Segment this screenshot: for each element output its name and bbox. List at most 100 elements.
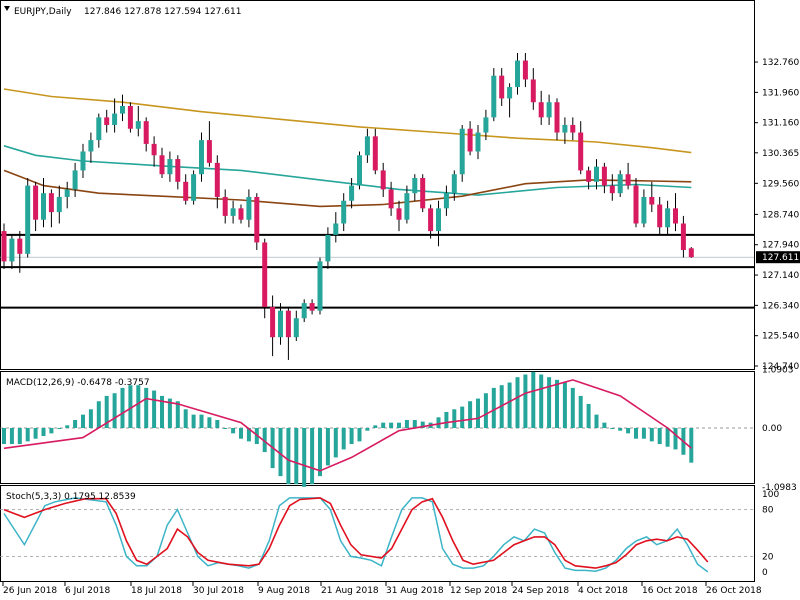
stoch-tick-label: 100 xyxy=(762,490,779,500)
candle-body xyxy=(554,102,560,133)
candle-body xyxy=(578,132,584,171)
macd-histogram-bar xyxy=(25,428,30,442)
candle-body xyxy=(64,189,70,197)
macd-tick-label: 0.00 xyxy=(762,424,782,434)
candle-body xyxy=(151,143,157,156)
candle-body xyxy=(301,303,307,319)
candle-body xyxy=(104,117,110,125)
price-tick-label: 125.540 xyxy=(762,332,799,342)
candle-body xyxy=(214,162,220,197)
x-tick-label: 26 Oct 2018 xyxy=(706,586,762,596)
candle-body xyxy=(530,79,536,103)
candle-body xyxy=(317,261,323,311)
candle-body xyxy=(33,185,39,220)
macd-histogram-bar xyxy=(507,382,512,428)
macd-histogram-bar xyxy=(420,421,425,428)
macd-histogram-bar xyxy=(562,382,567,428)
macd-histogram-bar xyxy=(262,428,267,453)
macd-histogram-bar xyxy=(412,419,417,428)
macd-plot xyxy=(0,371,754,487)
macd-panel-frame xyxy=(0,371,755,484)
x-tick-label: 12 Sep 2018 xyxy=(450,586,507,596)
candle-body xyxy=(388,189,394,209)
symbol-label: EURJPY,Daily xyxy=(14,7,72,17)
macd-histogram-bar xyxy=(349,428,354,445)
macd-histogram-bar xyxy=(215,419,220,428)
x-tick-label: 9 Aug 2018 xyxy=(258,586,310,596)
macd-histogram-bar xyxy=(136,385,141,428)
candle-body xyxy=(428,208,434,232)
macd-histogram-bar xyxy=(57,428,62,429)
current-price-box: 127.611 xyxy=(756,251,800,264)
stoch-panel-frame xyxy=(0,485,755,582)
candle-body xyxy=(1,231,7,262)
macd-histogram-bar xyxy=(9,428,14,445)
price-tick-label: 128.740 xyxy=(762,210,799,220)
macd-histogram-bar xyxy=(602,422,607,428)
candle-body xyxy=(483,117,489,133)
macd-histogram-bar xyxy=(318,428,322,477)
candle-body xyxy=(238,208,244,220)
candle-body xyxy=(120,106,125,114)
macd-histogram-bar xyxy=(223,428,228,429)
candle-body xyxy=(48,193,54,213)
candle-body xyxy=(625,174,631,186)
candle-body xyxy=(325,234,331,262)
macd-histogram-bar xyxy=(515,377,520,428)
candle-body xyxy=(206,140,212,163)
candle-body xyxy=(159,155,165,175)
candle-body xyxy=(88,140,94,152)
macd-histogram-bar xyxy=(689,428,694,463)
macd-histogram-bar xyxy=(373,425,378,428)
candle-body xyxy=(72,170,78,190)
candle-body xyxy=(688,248,694,258)
candle-body xyxy=(657,204,663,228)
candle-body xyxy=(570,124,576,133)
macd-histogram-bar xyxy=(365,428,370,431)
frames xyxy=(0,0,755,582)
macd-histogram-bar xyxy=(594,414,599,428)
candle-body xyxy=(309,303,315,311)
macd-histogram-bar xyxy=(491,387,496,428)
candle-body xyxy=(404,193,410,220)
candle-body xyxy=(9,238,15,262)
candle-body xyxy=(443,193,449,209)
moving-average-line xyxy=(3,88,692,154)
macd-histogram-bar xyxy=(183,409,188,428)
macd-histogram-bar xyxy=(73,419,78,428)
candle-body xyxy=(372,136,378,171)
macd-tick-label: -1.0983 xyxy=(762,483,797,493)
macd-histogram-bar xyxy=(175,401,180,428)
macd-histogram-bar xyxy=(294,428,299,485)
candle-body xyxy=(341,200,347,224)
candle-body xyxy=(246,196,252,220)
macd-histogram-bar xyxy=(96,401,101,428)
candle-body xyxy=(175,159,181,182)
stoch-signal-line xyxy=(3,497,709,569)
price-tick-label: 127.940 xyxy=(762,241,799,251)
macd-histogram-bar xyxy=(333,428,338,458)
macd-histogram-bar xyxy=(160,395,164,428)
macd-histogram-bar xyxy=(207,417,212,428)
candle-body xyxy=(633,185,639,224)
macd-histogram-bar xyxy=(2,428,6,445)
price-tick-label: 124.740 xyxy=(762,362,799,372)
candle-body xyxy=(199,140,204,175)
moving-average-line xyxy=(3,145,692,196)
macd-histogram-bar xyxy=(191,414,196,428)
price-tick-label: 131.960 xyxy=(762,88,799,98)
candle-body xyxy=(412,178,418,194)
stoch-tick-label: 0 xyxy=(762,568,768,578)
macd-histogram-bar xyxy=(49,428,54,434)
price-panel-frame xyxy=(0,0,755,370)
x-tick-label: 26 Jun 2018 xyxy=(3,586,57,596)
candle-body xyxy=(262,242,268,307)
macd-histogram-bar xyxy=(539,374,544,428)
macd-histogram-bar xyxy=(199,414,204,428)
candle-body xyxy=(285,310,291,338)
dropdown-arrow-icon[interactable] xyxy=(4,6,10,11)
macd-histogram-bar xyxy=(618,428,623,431)
candle-body xyxy=(41,193,46,220)
